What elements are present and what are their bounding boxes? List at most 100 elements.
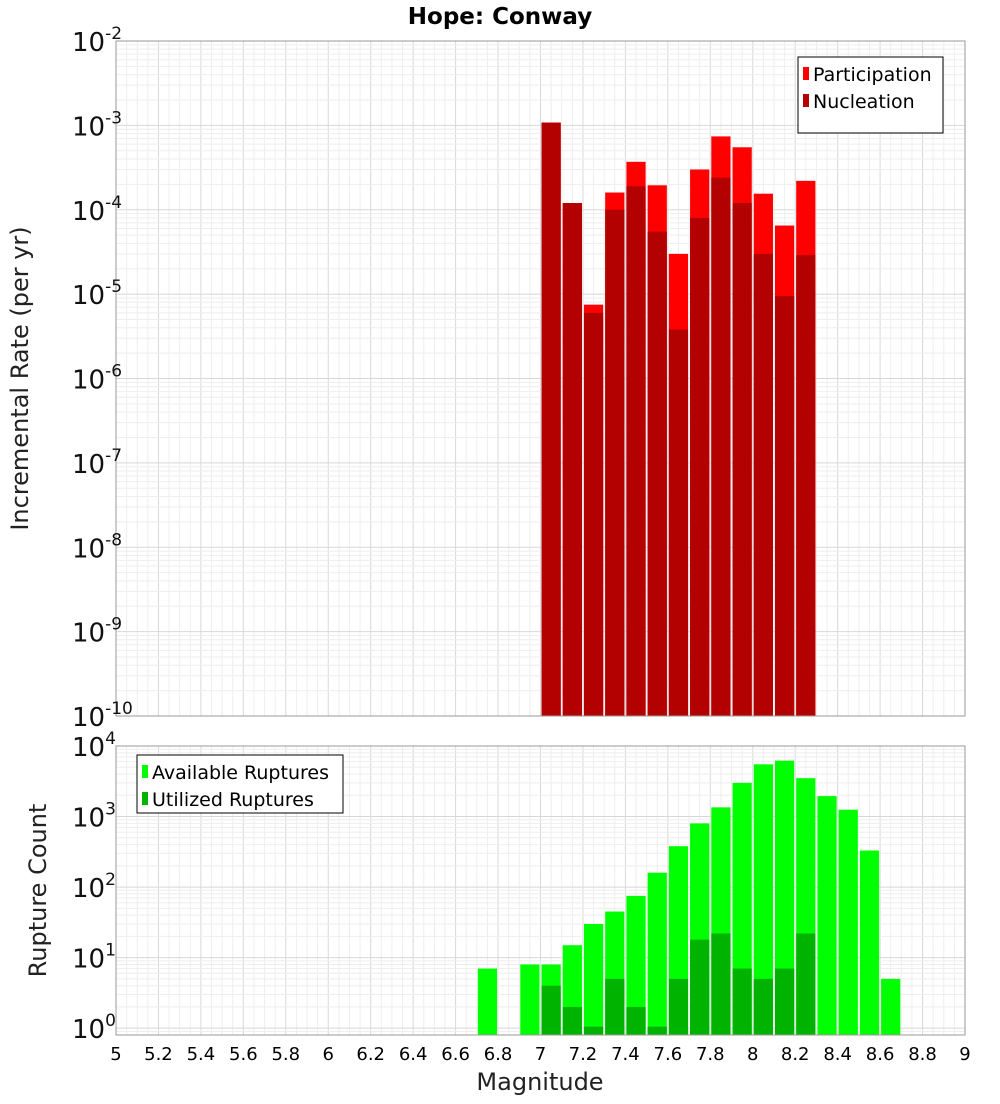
bar <box>732 968 752 1035</box>
bar <box>626 895 646 1035</box>
bar <box>796 933 816 1035</box>
bar <box>541 985 561 1035</box>
y-tick-label: 10-5 <box>72 277 122 311</box>
y-tick-label: 10-3 <box>72 108 122 142</box>
x-tick-label: 8.8 <box>908 1044 937 1065</box>
legend: Participation Nucleation <box>797 56 944 134</box>
bar <box>711 177 731 716</box>
plot-frame <box>115 40 966 717</box>
legend: Available Ruptures Utilized Ruptures <box>136 754 344 814</box>
bar <box>796 255 816 716</box>
bar <box>774 296 795 716</box>
bar <box>647 231 667 716</box>
bar <box>541 122 561 716</box>
bar <box>562 203 582 716</box>
bar <box>774 760 795 1035</box>
series-utilized-ruptures <box>541 933 816 1035</box>
legend-box <box>797 56 944 134</box>
x-tick-label: 6.2 <box>356 1044 385 1065</box>
x-tick-label: 7 <box>535 1044 546 1065</box>
y-tick-label: 10-2 <box>72 24 122 58</box>
legend-box <box>136 754 344 814</box>
legend-label: Utilized Ruptures <box>152 789 314 811</box>
grid-lines <box>115 40 966 717</box>
bar <box>817 796 837 1035</box>
y-axis-label: Incremental Rate (per yr) <box>6 226 34 530</box>
rate-panel: 10-10 10-9 10-8 10-7 10-6 10-5 10-4 10-3 10-2 Inc… <box>6 24 966 733</box>
legend-label: Nucleation <box>813 91 915 113</box>
bar <box>690 939 710 1035</box>
bar <box>690 217 710 716</box>
bar <box>711 933 731 1035</box>
y-axis-label: Rupture Count <box>24 804 52 978</box>
y-tick-labels: 10-10 10-9 10-8 10-7 10-6 10-5 10-4 10-3 10-2 <box>72 24 133 733</box>
x-tick-label: 6.8 <box>484 1044 513 1065</box>
bar <box>647 1026 667 1035</box>
y-tick-labels: 100 101 102 103 104 <box>72 729 116 1045</box>
x-tick-label: 9 <box>959 1044 970 1065</box>
legend-swatch <box>803 67 809 80</box>
legend-label: Available Ruptures <box>152 762 329 784</box>
x-tick-label: 7.6 <box>654 1044 683 1065</box>
x-tick-label: 5.8 <box>271 1044 300 1065</box>
bar <box>626 186 646 716</box>
bar <box>753 253 773 716</box>
x-tick-label: 8.6 <box>866 1044 895 1065</box>
bar <box>647 872 667 1035</box>
y-tick-label: 101 <box>72 941 116 975</box>
y-tick-label: 10-10 <box>72 699 133 733</box>
y-tick-label: 10-9 <box>72 615 122 649</box>
x-tick-label: 6.6 <box>441 1044 470 1065</box>
bar <box>477 968 498 1035</box>
x-tick-label: 8.4 <box>823 1044 852 1065</box>
x-tick-label: 5.4 <box>187 1044 216 1065</box>
bar <box>881 978 901 1035</box>
legend-swatch <box>142 792 148 805</box>
chart-title: Hope: Conway <box>408 4 592 30</box>
bar <box>626 1006 646 1035</box>
bar <box>838 809 858 1035</box>
series-nucleation <box>541 122 816 716</box>
legend-label: Participation <box>813 64 932 86</box>
bar <box>583 1026 604 1035</box>
bar <box>859 850 880 1035</box>
bar <box>520 964 540 1035</box>
legend-swatch <box>803 94 809 107</box>
x-axis-label: Magnitude <box>476 1068 603 1096</box>
legend-swatch <box>142 765 148 778</box>
x-tick-label: 5 <box>110 1044 121 1065</box>
bar <box>753 978 773 1035</box>
x-tick-label: 8.2 <box>781 1044 810 1065</box>
bar <box>583 312 604 716</box>
bar <box>732 203 752 716</box>
y-tick-label: 10-8 <box>72 530 122 564</box>
bar <box>668 978 689 1035</box>
bar <box>753 764 773 1035</box>
x-tick-label: 7.8 <box>696 1044 725 1065</box>
x-tick-label: 5.6 <box>229 1044 258 1065</box>
x-tick-label: 5.2 <box>144 1044 173 1065</box>
bar <box>605 978 625 1035</box>
y-tick-label: 103 <box>72 800 116 834</box>
bar <box>562 1006 582 1035</box>
x-tick-label: 7.2 <box>569 1044 598 1065</box>
bar <box>605 209 625 716</box>
x-tick-labels: 5 5.2 5.4 5.6 5.8 6 6.2 6.4 6.6 6.8 7 7.2 7.4 7.6 7.8 8… <box>110 1044 970 1065</box>
bar <box>668 329 689 716</box>
x-tick-label: 6 <box>323 1044 334 1065</box>
bar <box>583 923 604 1035</box>
x-tick-label: 7.4 <box>611 1044 640 1065</box>
y-tick-label: 10-4 <box>72 193 122 227</box>
count-panel: 100 101 102 103 104 Rupture Count Available Ru… <box>24 729 966 1045</box>
y-tick-label: 102 <box>72 870 116 904</box>
y-tick-label: 104 <box>72 729 116 763</box>
plot-frame <box>115 745 966 1036</box>
y-tick-label: 10-7 <box>72 446 122 480</box>
y-tick-label: 100 <box>72 1011 116 1045</box>
bar <box>774 968 795 1035</box>
x-tick-label: 6.4 <box>399 1044 428 1065</box>
y-tick-label: 10-6 <box>72 362 122 396</box>
x-tick-label: 8 <box>747 1044 758 1065</box>
